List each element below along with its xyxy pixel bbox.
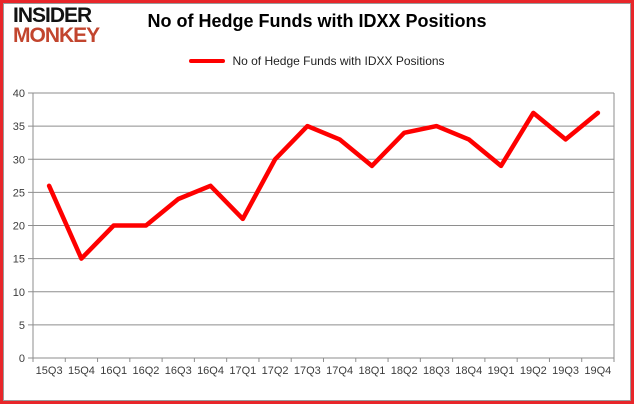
hedge-funds-series-line: [46, 110, 601, 261]
legend-label: No of Hedge Funds with IDXX Positions: [232, 54, 445, 68]
y-axis-tick-label: 35: [13, 121, 25, 133]
y-axis-tick-label: 5: [19, 320, 25, 332]
insider-monkey-logo: INSIDER MONKEY: [13, 4, 100, 47]
x-axis-tick-label: 17Q3: [294, 365, 321, 377]
x-axis-tick-label: 19Q1: [488, 365, 515, 377]
logo-line-monkey: MONKEY: [13, 23, 100, 47]
x-axis-tick-label: 16Q1: [100, 365, 127, 377]
x-axis-tick-label: 18Q3: [423, 365, 450, 377]
x-axis-tick-label: 18Q2: [391, 365, 418, 377]
y-axis-tick-label: 30: [13, 154, 25, 166]
y-axis-tick-label: 25: [13, 187, 25, 199]
y-axis-tick-label: 0: [19, 353, 25, 365]
legend-line-swatch: [189, 59, 226, 63]
x-axis-tick-label: 17Q4: [326, 365, 353, 377]
x-axis-tick-label: 19Q4: [584, 365, 611, 377]
y-axis-tick-label: 40: [13, 88, 25, 100]
x-axis-tick-label: 19Q2: [520, 365, 547, 377]
y-axis-tick-label: 20: [13, 221, 25, 233]
logo-line-insider: INSIDER: [13, 4, 92, 27]
x-axis-tick-label: 19Q3: [552, 365, 579, 377]
y-axis-tick-label: 10: [13, 287, 25, 299]
chart-legend: No of Hedge Funds with IDXX Positions: [0, 54, 634, 68]
x-axis-tick-label: 15Q4: [68, 365, 95, 377]
x-axis-tick-label: 16Q3: [165, 365, 192, 377]
chart-title: No of Hedge Funds with IDXX Positions: [147, 11, 487, 31]
x-axis-tick-label: 15Q3: [36, 365, 63, 377]
x-axis-tick-label: 16Q2: [133, 365, 160, 377]
x-axis-tick-label: 18Q1: [358, 365, 385, 377]
x-axis-tick-label: 17Q2: [262, 365, 289, 377]
x-axis-tick-label: 18Q4: [455, 365, 482, 377]
x-axis-tick-label: 16Q4: [197, 365, 224, 377]
y-axis-tick-label: 15: [13, 254, 25, 266]
x-axis-tick-label: 17Q1: [229, 365, 256, 377]
